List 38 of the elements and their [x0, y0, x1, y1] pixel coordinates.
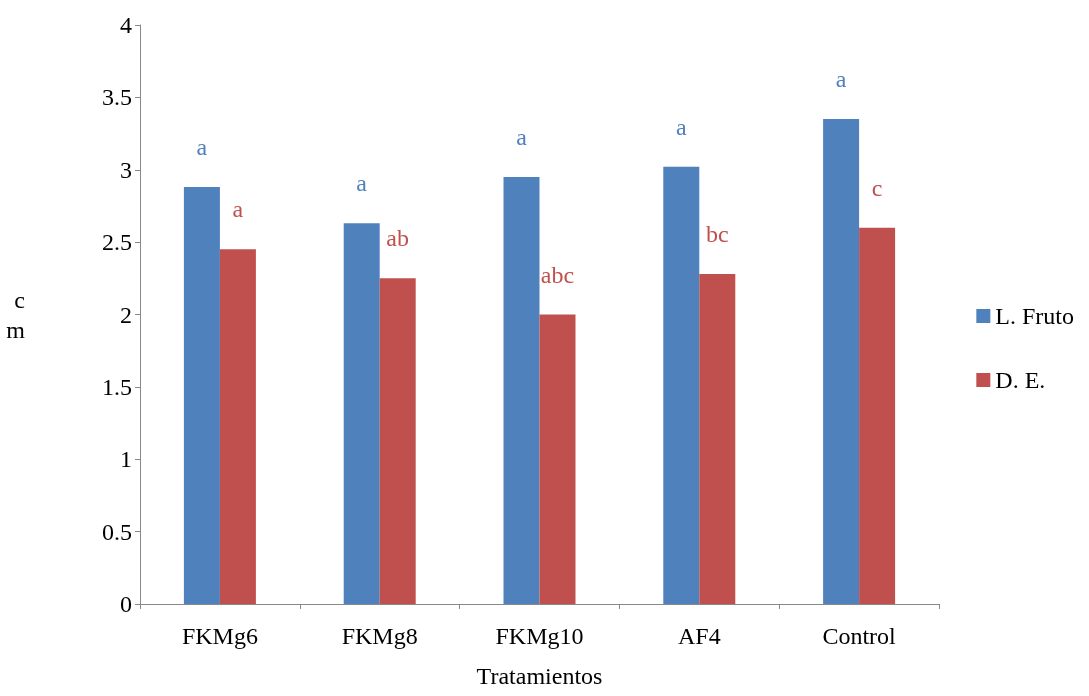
x-tick-label: FKMg8 — [341, 623, 418, 649]
legend-label: L. Fruto — [995, 303, 1074, 329]
bar — [379, 278, 416, 604]
bar — [343, 223, 380, 604]
bar — [219, 249, 256, 604]
bar — [699, 273, 736, 604]
data-label: a — [356, 170, 368, 197]
data-label: a — [675, 113, 687, 140]
data-label: a — [232, 196, 244, 223]
y-tick-label: 0 — [120, 591, 132, 617]
bar — [859, 227, 896, 604]
bar — [823, 119, 860, 604]
y-axis-title: cm — [6, 286, 26, 343]
data-label: abc — [540, 261, 575, 288]
bar — [663, 166, 700, 604]
bar — [539, 314, 576, 604]
y-tick-label: 1.5 — [102, 373, 132, 400]
y-tick-label: 4 — [120, 12, 132, 38]
x-tick-label: AF4 — [677, 623, 721, 649]
x-tick-label: FKMg6 — [181, 623, 258, 649]
x-tick-label: FKMg10 — [495, 623, 584, 649]
bar — [183, 187, 220, 604]
data-label: bc — [705, 220, 729, 247]
y-tick-label: 3.5 — [102, 84, 132, 111]
y-tick-label: 0.5 — [102, 518, 132, 545]
y-tick-label: 3 — [120, 156, 132, 183]
data-label: a — [516, 123, 528, 150]
y-tick-label: 2.5 — [102, 229, 132, 256]
data-label: c — [871, 174, 883, 201]
legend-label: D. E. — [995, 367, 1046, 393]
y-tick-label: 1 — [120, 446, 132, 473]
bar — [503, 176, 540, 604]
data-label: a — [835, 66, 847, 93]
x-axis-title: Tratamientos — [476, 663, 603, 689]
data-label: ab — [386, 225, 410, 252]
y-tick-label: 2 — [120, 301, 132, 328]
data-label: a — [196, 134, 208, 161]
x-tick-label: Control — [822, 623, 897, 649]
